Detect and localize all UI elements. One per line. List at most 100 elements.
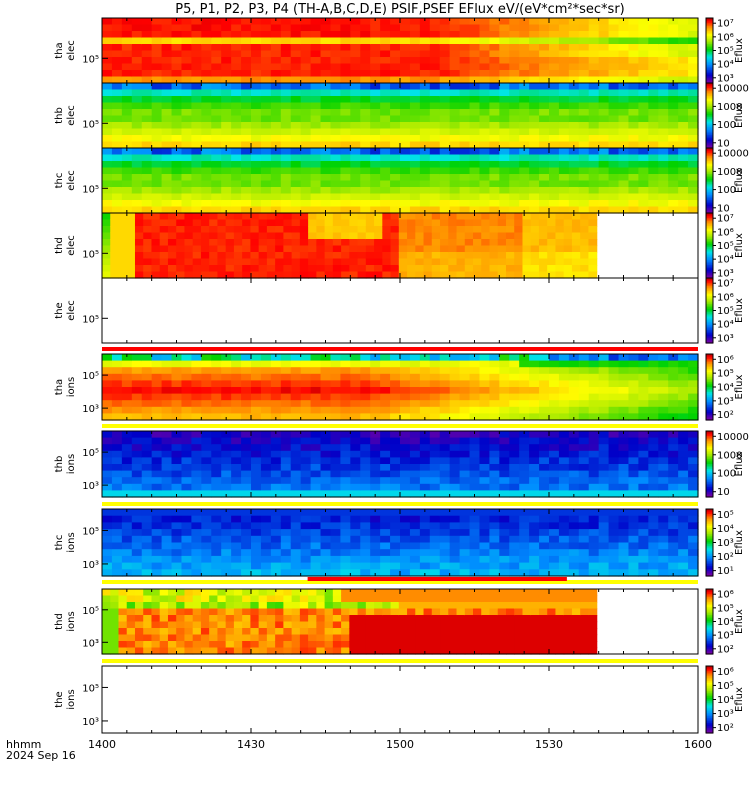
heatmap-cell — [608, 31, 620, 39]
heatmap-cell — [280, 70, 292, 78]
heatmap-cell — [280, 31, 292, 39]
heatmap-cell — [370, 148, 381, 156]
heatmap-cell — [390, 50, 401, 58]
heatmap-cell — [360, 387, 371, 395]
heatmap-cell — [539, 193, 550, 201]
colorbar-segment — [706, 373, 713, 377]
colorbar-segment — [706, 321, 713, 325]
heatmap-cell — [509, 470, 520, 478]
heatmap-cell — [429, 380, 441, 388]
heatmap-cell — [431, 271, 441, 279]
heatmap-cell — [380, 50, 391, 58]
heatmap-cell — [522, 258, 532, 266]
heatmap-cell — [688, 63, 699, 71]
heatmap-cell — [380, 367, 391, 375]
heatmap-cell — [330, 483, 341, 491]
heatmap-cell — [241, 542, 252, 550]
heatmap-cell — [241, 122, 252, 130]
heatmap-cell — [350, 18, 361, 26]
heatmap-cell — [320, 115, 332, 123]
heatmap-cell — [231, 393, 242, 401]
heatmap-cell — [266, 239, 276, 247]
heatmap-cell — [688, 450, 699, 458]
heatmap-cell — [300, 406, 312, 414]
heatmap-cell — [241, 50, 252, 58]
heatmap-cell — [290, 490, 302, 498]
heatmap-cell — [530, 239, 540, 247]
heatmap-cell — [280, 180, 292, 188]
heatmap-cell — [102, 83, 113, 91]
heatmap-cell — [330, 102, 341, 110]
heatmap-cell — [688, 180, 699, 188]
heatmap-cell — [628, 470, 639, 478]
heatmap-cell — [459, 470, 471, 478]
heatmap-cell — [300, 115, 312, 123]
heatmap-cell — [151, 393, 163, 401]
heatmap-cell — [258, 232, 268, 240]
heatmap-cell — [400, 360, 411, 368]
heatmap-cell — [688, 529, 699, 537]
colorbar-segment — [706, 472, 713, 475]
colorbar-segment — [706, 135, 713, 138]
heatmap-cell — [648, 37, 659, 45]
heatmap-cell — [519, 515, 530, 523]
heatmap-cell — [221, 360, 232, 368]
heatmap-cell — [260, 431, 272, 439]
heatmap-cell — [340, 115, 351, 123]
heatmap-cell — [370, 542, 381, 550]
heatmap-cell — [431, 252, 441, 260]
heatmap-cell — [409, 413, 421, 421]
heatmap-cell — [290, 37, 302, 45]
heatmap-cell — [330, 437, 341, 445]
heatmap-cell — [299, 252, 309, 260]
heatmap-cell — [102, 464, 113, 472]
heatmap-cell — [409, 431, 421, 439]
heatmap-cell — [360, 148, 371, 156]
colorbar-segment — [706, 133, 713, 136]
colorbar-segment — [706, 113, 713, 117]
heatmap-cell — [308, 245, 317, 253]
heatmap-cell — [350, 70, 361, 78]
heatmap-cell — [479, 470, 490, 478]
heatmap-cell — [191, 24, 202, 32]
heatmap-cell — [340, 393, 351, 401]
heatmap-cell — [300, 154, 312, 162]
heatmap-cell — [209, 252, 219, 260]
heatmap-cell — [439, 387, 451, 395]
heatmap-cell — [409, 206, 421, 214]
heatmap-cell — [568, 63, 580, 71]
heatmap-cell — [409, 360, 421, 368]
heatmap-cell — [131, 555, 143, 564]
heatmap-cell — [678, 437, 689, 445]
heatmap-cell — [330, 373, 341, 381]
heatmap-cell — [489, 400, 500, 408]
heatmap-cell — [440, 271, 449, 279]
heatmap-cell — [489, 219, 499, 227]
heatmap-cell — [409, 89, 421, 97]
heatmap-cell — [509, 180, 520, 188]
heatmap-cell — [241, 509, 252, 517]
heatmap-cell — [419, 24, 431, 32]
heatmap-cell — [201, 50, 212, 58]
heatmap-cell — [181, 464, 192, 472]
heatmap-cell — [429, 154, 441, 162]
heatmap-cell — [310, 161, 322, 169]
heatmap-cell — [638, 569, 649, 577]
heatmap-cell — [300, 122, 312, 130]
heatmap-cell — [588, 96, 600, 104]
heatmap-cell — [419, 102, 431, 110]
colorbar-tick-label: 10⁵ — [717, 46, 734, 57]
heatmap-cell — [290, 360, 302, 368]
heatmap-cell — [176, 239, 186, 247]
heatmap-cell — [429, 450, 441, 458]
heatmap-cell — [370, 31, 381, 39]
heatmap-cell — [340, 360, 351, 368]
heatmap-cell — [618, 457, 630, 465]
heatmap-cell — [310, 148, 322, 156]
heatmap-cell — [688, 57, 699, 65]
colorbar-segment — [706, 248, 713, 251]
colorbar-segment — [706, 334, 713, 338]
heatmap-cell — [181, 393, 192, 401]
heatmap-cell — [509, 360, 520, 368]
